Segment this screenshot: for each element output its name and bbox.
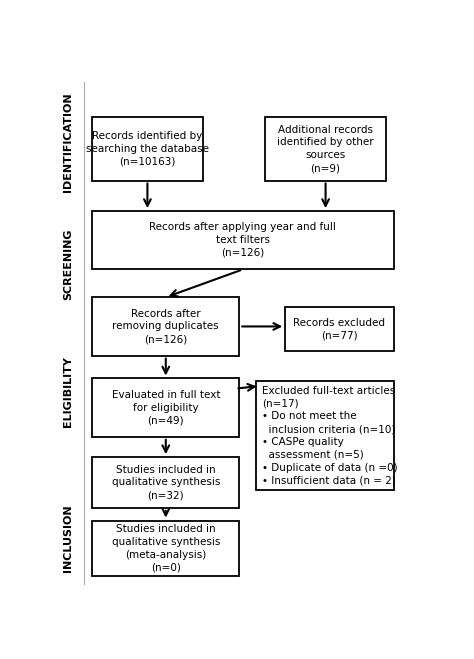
Text: Records after applying year and full
text filters
(n=126): Records after applying year and full tex… (149, 222, 337, 258)
FancyBboxPatch shape (285, 307, 393, 351)
FancyBboxPatch shape (92, 117, 202, 181)
Text: Evaluated in full text
for eligibility
(n=49): Evaluated in full text for eligibility (… (111, 390, 220, 426)
Text: Studies included in
qualitative synthesis
(n=32): Studies included in qualitative synthesi… (111, 465, 220, 500)
Text: Studies included in
qualitative synthesis
(meta-analysis)
(n=0): Studies included in qualitative synthesi… (111, 525, 220, 573)
Text: INCLUSION: INCLUSION (64, 505, 73, 572)
FancyBboxPatch shape (92, 378, 239, 437)
FancyBboxPatch shape (92, 211, 393, 270)
Text: Records after
removing duplicates
(n=126): Records after removing duplicates (n=126… (112, 308, 219, 344)
Text: Additional records
identified by other
sources
(n=9): Additional records identified by other s… (277, 125, 374, 173)
Text: Records excluded
(n=77): Records excluded (n=77) (293, 318, 385, 341)
Text: ELIGIBILITY: ELIGIBILITY (64, 356, 73, 426)
Text: IDENTIFICATION: IDENTIFICATION (64, 93, 73, 192)
Text: Excluded full-text articles
(n=17)
• Do not meet the
  inclusion criteria (n=10): Excluded full-text articles (n=17) • Do … (263, 386, 398, 485)
FancyBboxPatch shape (256, 381, 393, 490)
FancyBboxPatch shape (92, 521, 239, 577)
Text: Records identified by
searching the database
(n=10163): Records identified by searching the data… (86, 131, 209, 167)
FancyBboxPatch shape (265, 117, 386, 181)
Text: SCREENING: SCREENING (64, 229, 73, 300)
FancyBboxPatch shape (92, 297, 239, 356)
FancyBboxPatch shape (92, 457, 239, 508)
